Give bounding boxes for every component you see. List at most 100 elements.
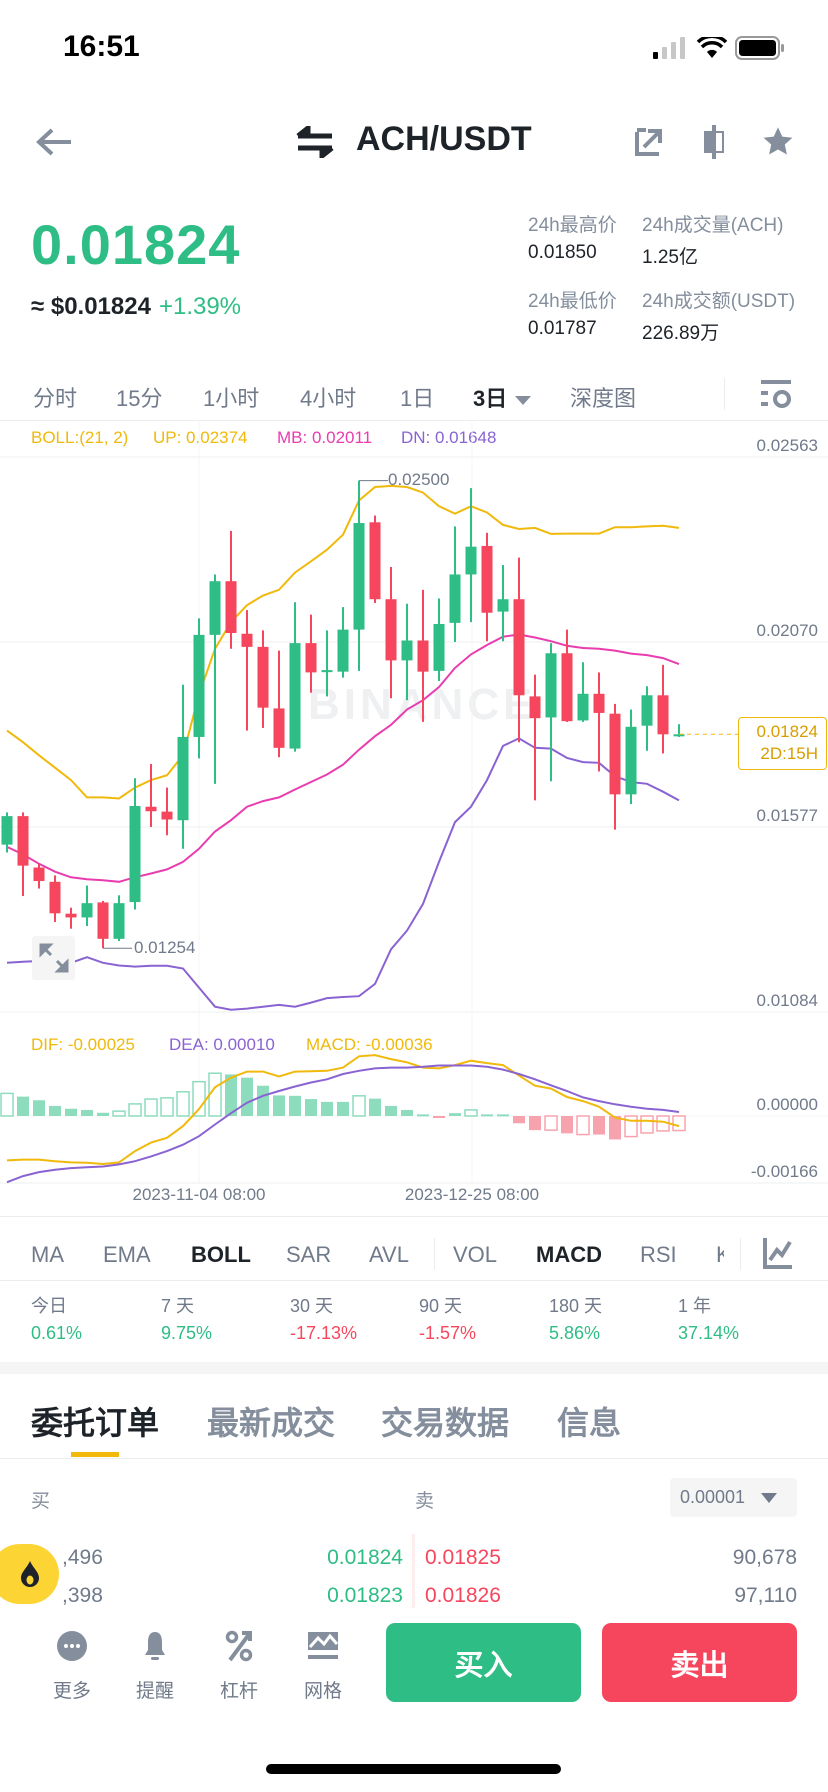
stat-value-turnover: 226.89万	[642, 323, 720, 344]
candle-body	[433, 623, 445, 671]
candle-body	[161, 811, 173, 820]
performance-value: 0.61%	[31, 1323, 83, 1343]
macd-histogram-bar	[481, 1114, 493, 1117]
indicator-macd[interactable]: MACD	[536, 1242, 602, 1267]
candle-body	[241, 633, 253, 647]
macd-histogram-bar	[49, 1105, 61, 1116]
boll-up-value: UP: 0.02374	[153, 428, 248, 447]
ask-price[interactable]: 0.01825	[425, 1546, 501, 1569]
candle-body	[369, 522, 381, 600]
buy-button[interactable]: 买入	[386, 1623, 581, 1702]
candle-body	[417, 640, 429, 672]
macd-histogram-bar	[160, 1097, 174, 1117]
ask-price[interactable]: 0.01826	[425, 1584, 501, 1607]
interval-tab-depth[interactable]: 深度图	[570, 386, 637, 411]
candle-body	[49, 881, 61, 914]
leverage-label[interactable]: 杠杆	[219, 1681, 258, 1702]
performance-label: 7 天	[161, 1296, 195, 1316]
candle-body	[209, 581, 221, 635]
chart-settings-icon[interactable]	[760, 378, 792, 415]
back-arrow-icon[interactable]	[34, 122, 74, 162]
candle-body	[225, 581, 237, 633]
share-icon[interactable]	[629, 122, 669, 162]
indicator-boll[interactable]: BOLL	[191, 1242, 251, 1267]
candle-body	[625, 726, 637, 795]
precision-select[interactable]: 0.00001	[670, 1478, 797, 1517]
status-icons	[653, 36, 785, 60]
bid-price[interactable]: 0.01824	[327, 1546, 403, 1569]
interval-tab-15m[interactable]: 15分	[116, 386, 163, 411]
candle-body	[337, 629, 349, 672]
bell-icon[interactable]	[135, 1628, 175, 1664]
bid-quantity[interactable]: ,496	[62, 1546, 103, 1569]
grid-trading-icon[interactable]	[303, 1628, 343, 1664]
alert-label[interactable]: 提醒	[135, 1681, 174, 1702]
macd-histogram-bar	[529, 1116, 541, 1131]
bid-price[interactable]: 0.01823	[327, 1584, 403, 1607]
grid-label[interactable]: 网格	[303, 1681, 342, 1702]
sell-button[interactable]: 卖出	[602, 1623, 797, 1702]
performance-value: -17.13%	[290, 1323, 358, 1343]
dea-value: DEA: 0.00010	[169, 1035, 275, 1054]
candle-body	[17, 816, 29, 866]
dea-line	[6, 1064, 680, 1184]
candle-body	[305, 643, 317, 673]
macd-histogram-bar	[225, 1074, 237, 1116]
binance-watermark: BINANCE	[308, 680, 537, 729]
pair-title[interactable]: ACH/USDT	[356, 120, 532, 158]
macd-histogram-bar	[192, 1080, 206, 1117]
bid-quantity[interactable]: ,398	[62, 1584, 103, 1607]
indicator-vol[interactable]: VOL	[453, 1242, 498, 1267]
macd-histogram-bar	[369, 1098, 381, 1116]
tab-order-book[interactable]: 委托订单	[31, 1405, 160, 1441]
macd-histogram-bar	[97, 1112, 109, 1116]
battery-icon	[735, 36, 784, 60]
expand-icon[interactable]	[32, 936, 75, 980]
tab-info[interactable]: 信息	[557, 1405, 622, 1441]
interval-tab-3d[interactable]: 3日	[473, 381, 532, 413]
kline-chart[interactable]	[0, 420, 828, 1220]
indicator-ema[interactable]: EMA	[103, 1242, 151, 1267]
interval-tab-1h[interactable]: 1小时	[203, 386, 260, 411]
tab-recent-trades[interactable]: 最新成交	[207, 1405, 336, 1441]
stat-value-high: 0.01850	[528, 242, 597, 263]
indicator-sar[interactable]: SAR	[286, 1242, 332, 1267]
indicator-avl[interactable]: AVL	[369, 1242, 409, 1267]
performance-label: 90 天	[419, 1296, 463, 1316]
floating-fire-button[interactable]	[0, 1544, 59, 1604]
star-icon[interactable]	[758, 122, 798, 162]
macd-histogram-bar	[640, 1115, 654, 1134]
performance-label: 30 天	[290, 1296, 334, 1316]
last-price-tag[interactable]: 0.01824 2D:15H	[738, 717, 827, 770]
interval-tab-time[interactable]: 分时	[33, 386, 78, 411]
leverage-icon[interactable]	[219, 1628, 259, 1664]
ask-quantity[interactable]: 97,110	[734, 1584, 797, 1607]
indicator-ma[interactable]: MA	[31, 1242, 64, 1267]
price-change: +1.39%	[158, 293, 242, 320]
interval-tab-4h[interactable]: 4小时	[300, 386, 357, 411]
interval-tab-1d[interactable]: 1日	[400, 386, 435, 411]
candle-body	[593, 693, 605, 713]
candle-body	[65, 913, 77, 918]
candle-body	[33, 867, 45, 882]
caret-down-icon	[761, 1492, 778, 1503]
candle-icon[interactable]	[694, 122, 734, 162]
macd-histogram-bar	[337, 1101, 349, 1116]
indicator-kdj[interactable]: K	[716, 1242, 724, 1267]
macd-histogram-bar	[273, 1095, 285, 1116]
indicator-settings-icon[interactable]	[762, 1236, 794, 1275]
divider	[0, 1216, 828, 1217]
y-tick: 0.01084	[756, 991, 818, 1010]
tab-trading-data[interactable]: 交易数据	[381, 1405, 510, 1441]
ask-quantity[interactable]: 90,678	[732, 1546, 797, 1569]
indicator-rsi[interactable]: RSI	[640, 1242, 677, 1267]
caret-down-icon	[515, 395, 532, 405]
more-label[interactable]: 更多	[52, 1681, 91, 1702]
divider	[0, 1458, 828, 1459]
macd-histogram-bar	[352, 1095, 366, 1117]
candle-body	[449, 574, 461, 623]
y-tick: 0.02070	[756, 621, 818, 640]
home-indicator[interactable]	[266, 1764, 561, 1774]
more-icon[interactable]	[52, 1628, 92, 1664]
swap-icon[interactable]	[295, 122, 335, 162]
